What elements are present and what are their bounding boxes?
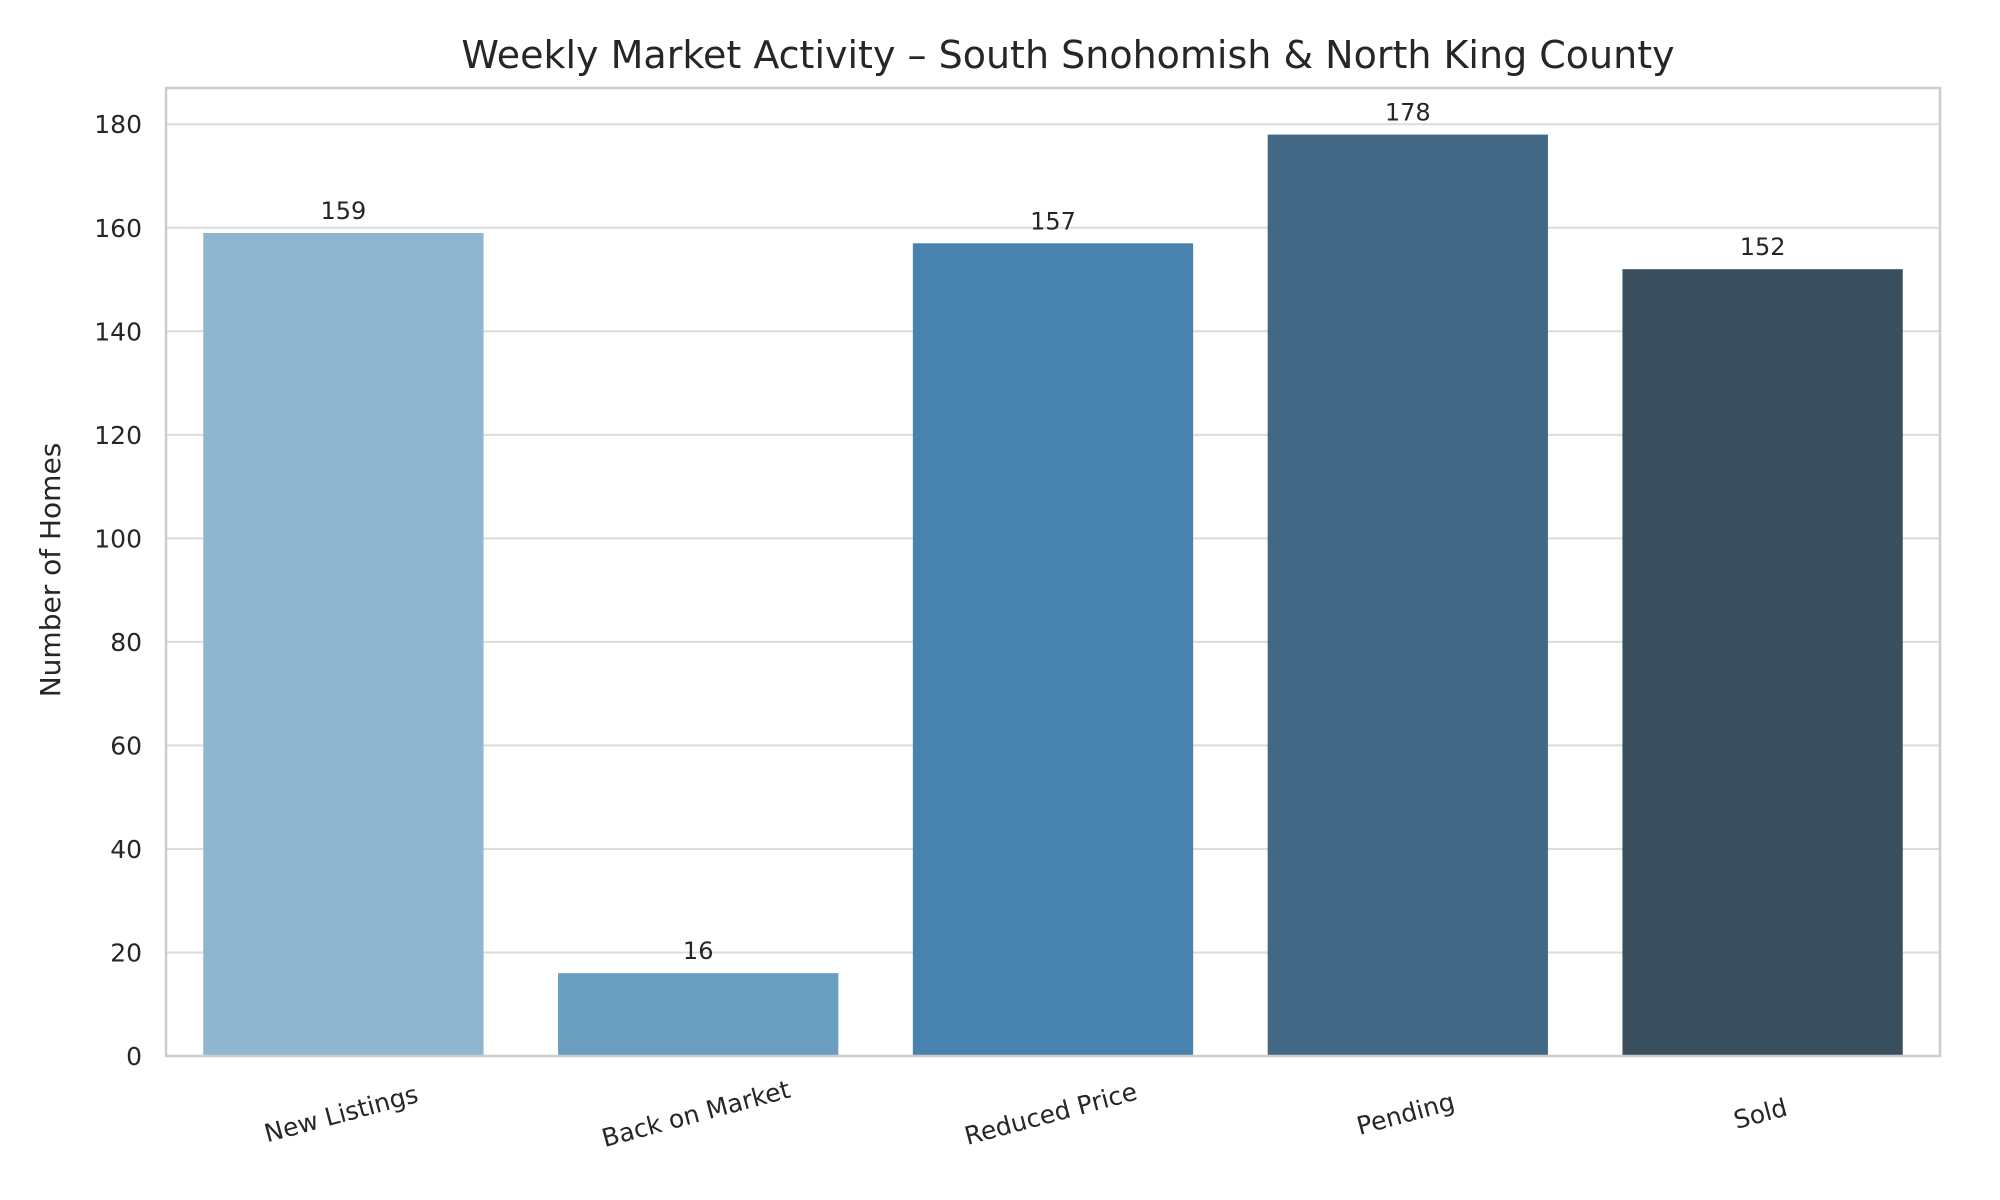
bar-value-label: 178 <box>1385 99 1431 127</box>
bar-value-label: 152 <box>1740 233 1786 261</box>
x-axis-ticks: New Listings Back on Market Reduced Price P… <box>261 1075 1790 1153</box>
y-tick-label: 0 <box>126 1042 142 1071</box>
y-axis-ticks: 0 20 40 60 80 100 120 140 160 180 <box>94 110 142 1071</box>
chart-title: Weekly Market Activity – South Snohomish… <box>461 33 1674 77</box>
bars <box>203 134 1903 1057</box>
plot-frame <box>164 86 1942 1058</box>
y-tick-label: 60 <box>110 731 142 760</box>
x-tick-label: New Listings <box>261 1079 421 1148</box>
y-tick-label: 140 <box>94 317 142 346</box>
x-tick-label: Reduced Price <box>961 1077 1140 1151</box>
bar-value-label: 16 <box>683 937 714 965</box>
bar <box>1622 269 1903 1056</box>
bar <box>1267 134 1548 1056</box>
data-labels: 159 16 157 178 152 <box>320 99 1785 966</box>
bar <box>912 243 1194 1056</box>
bar-value-label: 159 <box>320 197 366 225</box>
bar <box>203 232 484 1057</box>
y-tick-label: 120 <box>94 421 142 450</box>
y-tick-label: 180 <box>94 110 142 139</box>
y-axis-label: Number of Homes <box>34 443 67 698</box>
x-tick-label: Sold <box>1731 1093 1791 1135</box>
y-tick-label: 80 <box>110 628 142 657</box>
y-tick-label: 100 <box>94 524 142 553</box>
y-tick-label: 40 <box>110 835 142 864</box>
y-tick-label: 20 <box>110 938 142 967</box>
x-tick-label: Back on Market <box>599 1075 794 1153</box>
y-tick-label: 160 <box>94 214 142 243</box>
bar-value-label: 157 <box>1030 207 1076 235</box>
bar <box>558 973 839 1056</box>
x-tick-label: Pending <box>1354 1087 1458 1141</box>
